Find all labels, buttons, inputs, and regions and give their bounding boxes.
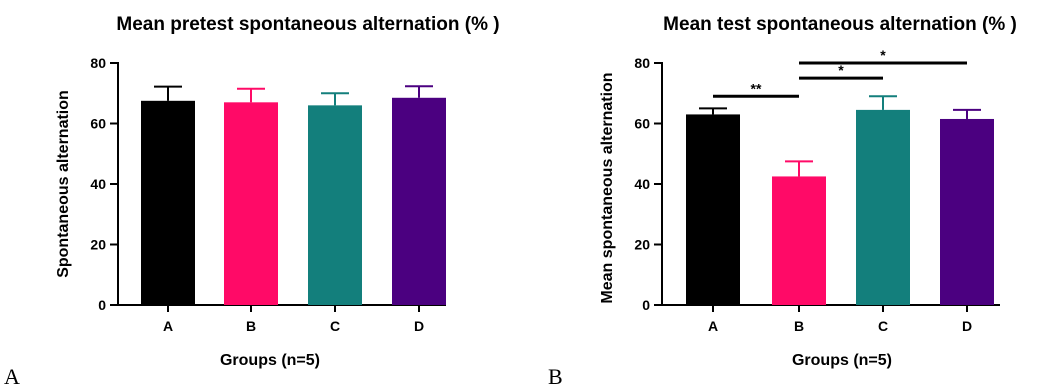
panel-letter-b: B <box>548 364 563 388</box>
x-tick-label-a: B <box>246 318 256 334</box>
chart-panel-a: Mean pretest spontaneous alternation (% … <box>4 14 500 388</box>
bar-b <box>940 118 994 306</box>
y-axis-label-b: Mean spontaneous alternation <box>599 72 616 303</box>
y-tick-label-a: 40 <box>90 176 106 192</box>
bar-a <box>224 102 278 305</box>
bar-a <box>392 97 446 305</box>
bar-b <box>772 176 826 305</box>
bar-a <box>141 100 195 305</box>
y-tick-label-b: 60 <box>634 116 650 132</box>
x-tick-label-b: B <box>794 318 804 334</box>
panel-letter-a: A <box>4 364 20 388</box>
y-tick-label-b: 40 <box>634 176 650 192</box>
y-tick-label-a: 60 <box>90 116 106 132</box>
y-tick-label-b: 0 <box>642 297 650 313</box>
y-tick-label-a: 20 <box>90 237 106 253</box>
bar-a <box>308 105 362 305</box>
bar-b <box>856 109 910 305</box>
chart-title-a: Mean pretest spontaneous alternation (% … <box>116 14 499 35</box>
chart-panel-b: Mean test spontaneous alternation (% ) M… <box>548 14 1017 388</box>
y-tick-label-b: 80 <box>634 55 650 71</box>
y-tick-label-a: 0 <box>98 297 106 313</box>
bar-b <box>686 114 740 305</box>
x-tick-label-a: A <box>163 318 173 334</box>
significance-label-b: ** <box>751 80 762 96</box>
x-tick-label-b: C <box>878 318 888 334</box>
y-axis-label-a: Spontaneous alternation <box>55 90 72 278</box>
x-tick-label-a: C <box>330 318 340 334</box>
y-tick-label-b: 20 <box>634 237 650 253</box>
x-axis-label-b: Groups (n=5) <box>792 352 892 369</box>
y-tick-label-a: 80 <box>90 55 106 71</box>
x-tick-label-b: A <box>708 318 718 334</box>
significance-label-b: * <box>838 62 844 78</box>
x-tick-label-b: D <box>962 318 972 334</box>
x-axis-label-a: Groups (n=5) <box>220 352 320 369</box>
chart-title-b: Mean test spontaneous alternation (% ) <box>663 14 1017 35</box>
significance-label-b: * <box>880 47 886 63</box>
x-tick-label-a: D <box>414 318 424 334</box>
